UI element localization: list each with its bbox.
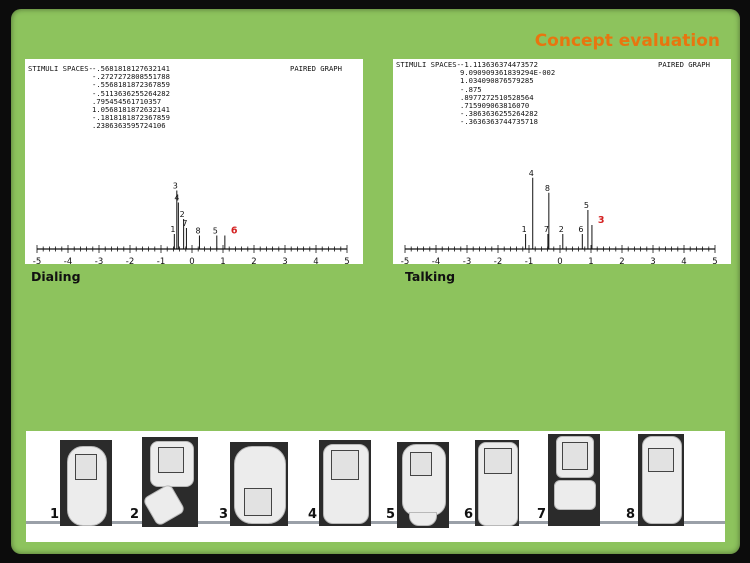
tick-label: -1 bbox=[525, 257, 533, 264]
prototype-photo-4 bbox=[319, 440, 371, 526]
prototype-label-1: 1 bbox=[50, 507, 60, 522]
tick-label: 1 bbox=[220, 257, 225, 264]
spike-label: 5 bbox=[584, 201, 589, 210]
spike-label: 8 bbox=[545, 184, 550, 193]
spike-label: 1 bbox=[522, 225, 527, 234]
stimuli-header-right: PAIRED GRAPH bbox=[658, 60, 710, 69]
prototype-label-5: 5 bbox=[386, 507, 396, 522]
highlighted-spike-label: 6 bbox=[231, 226, 238, 237]
prototype-strip: 1 2 3 4 5 6 7 8 bbox=[26, 431, 725, 542]
stimulus-value: -.5568181872367859 bbox=[92, 80, 170, 90]
stimulus-value: -.5681818127632141 bbox=[92, 64, 170, 73]
stimulus-value: .795454561710357 bbox=[92, 96, 162, 106]
tick-label: -5 bbox=[401, 257, 409, 264]
stimuli-header-left: STIMULI SPACES- bbox=[396, 60, 461, 69]
stimulus-value: -.3863636255264282 bbox=[460, 109, 538, 119]
prototype-photo-2 bbox=[142, 437, 198, 527]
tick-label: 4 bbox=[313, 257, 318, 264]
tick-label: -2 bbox=[126, 257, 134, 264]
spike-label: 2 bbox=[559, 225, 564, 234]
graph-panel-dialing: STIMULI SPACES- PAIRED GRAPH -.568181812… bbox=[25, 59, 363, 264]
spike-label: 7 bbox=[544, 225, 549, 234]
tick-label: 2 bbox=[619, 257, 624, 264]
tick-label: 3 bbox=[282, 257, 287, 264]
stimulus-value: .715909063816070 bbox=[460, 101, 530, 111]
spike-label: 7 bbox=[182, 219, 187, 228]
tick-label: -3 bbox=[463, 257, 471, 264]
stimuli-header-left: STIMULI SPACES- bbox=[28, 64, 93, 73]
stimulus-value: -.2727272808551788 bbox=[92, 72, 170, 82]
tick-label: 2 bbox=[251, 257, 256, 264]
stimulus-value: -.875 bbox=[460, 84, 482, 94]
stimulus-value: -1.113636374473572 bbox=[460, 60, 538, 69]
prototype-label-4: 4 bbox=[308, 507, 318, 522]
tick-label: -4 bbox=[64, 257, 72, 264]
prototype-photo-3 bbox=[230, 442, 288, 526]
prototype-photo-5 bbox=[397, 442, 449, 528]
stimulus-value: 1.034090876579285 bbox=[460, 76, 534, 86]
stimuli-values: -.5681818127632141 -.2727272808551788 -.55… bbox=[92, 64, 170, 131]
prototype-photo-7 bbox=[548, 434, 600, 526]
tick-label: -1 bbox=[157, 257, 165, 264]
panel-caption-dialing: Dialing bbox=[31, 269, 81, 284]
stimulus-value: .2386363595724106 bbox=[92, 121, 166, 131]
spike-label: 4 bbox=[174, 194, 179, 203]
panel-caption-talking: Talking bbox=[405, 269, 456, 284]
graph-panel-talking: STIMULI SPACES- PAIRED GRAPH -1.11363637… bbox=[393, 59, 731, 264]
tick-label: 5 bbox=[712, 257, 717, 264]
spike-label: 5 bbox=[213, 227, 218, 236]
prototype-label-3: 3 bbox=[219, 507, 229, 522]
spike-label: 1 bbox=[170, 225, 175, 234]
tick-label: -5 bbox=[33, 257, 41, 264]
spike-label: 3 bbox=[173, 182, 178, 191]
prototype-photo-1 bbox=[60, 440, 112, 526]
prototype-label-2: 2 bbox=[130, 507, 140, 522]
stimuli-values: -1.113636374473572 9.090909361839294E-002… bbox=[460, 60, 556, 127]
prototype-label-6: 6 bbox=[464, 507, 474, 522]
tick-label: 0 bbox=[557, 257, 562, 264]
tick-label: -2 bbox=[494, 257, 502, 264]
prototype-photo-8 bbox=[638, 434, 684, 526]
tick-label: 4 bbox=[681, 257, 686, 264]
tick-label: 5 bbox=[344, 257, 349, 264]
slide-title: Concept evaluation bbox=[534, 31, 720, 51]
stimulus-value: .8977272510528564 bbox=[460, 92, 534, 102]
stimuli-header-right: PAIRED GRAPH bbox=[290, 64, 342, 73]
tick-label: -4 bbox=[432, 257, 440, 264]
spike-label: 8 bbox=[195, 227, 200, 236]
prototype-label-7: 7 bbox=[537, 507, 547, 522]
spike-label: 2 bbox=[180, 210, 185, 219]
tick-label: 3 bbox=[650, 257, 655, 264]
tick-label: -3 bbox=[95, 257, 103, 264]
tick-label: 1 bbox=[588, 257, 593, 264]
prototype-photo-6 bbox=[475, 440, 519, 526]
strip-baseline bbox=[26, 521, 725, 524]
stimulus-value: -.5113636255264282 bbox=[92, 88, 170, 98]
spike-label: 6 bbox=[578, 225, 583, 234]
tick-label: 0 bbox=[189, 257, 194, 264]
stimulus-value: 9.090909361839294E-002 bbox=[460, 68, 556, 78]
stimulus-value: -.3636363744735718 bbox=[460, 117, 538, 127]
stimulus-value: -.1818181872367859 bbox=[92, 113, 170, 123]
highlighted-spike-label: 3 bbox=[598, 215, 605, 226]
stimulus-value: 1.0568181872632141 bbox=[92, 105, 170, 115]
spike-label: 4 bbox=[529, 169, 534, 178]
prototype-label-8: 8 bbox=[626, 507, 636, 522]
